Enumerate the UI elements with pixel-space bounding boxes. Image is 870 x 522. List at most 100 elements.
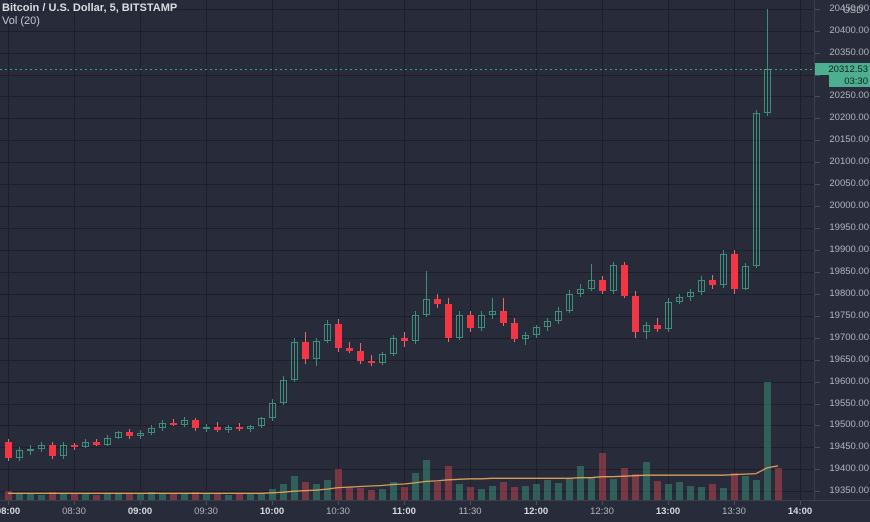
candle-body — [301, 342, 309, 359]
price-axis-unit: USD — [842, 5, 863, 16]
candle-body — [455, 314, 463, 338]
volume-bar — [477, 488, 485, 500]
volume-bar — [576, 465, 584, 500]
candle-wick — [239, 422, 240, 431]
volume-bar — [224, 494, 232, 500]
candle-body — [103, 437, 111, 445]
candle-wick — [393, 335, 394, 357]
volume-bar — [532, 484, 540, 500]
candle-wick — [415, 311, 416, 344]
volume-bar — [389, 482, 397, 500]
volume-bar — [730, 473, 738, 500]
candle-wick — [536, 324, 537, 338]
price-tick-label: 19800.00 — [829, 287, 869, 299]
candle-wick — [349, 342, 350, 354]
volume-indicator-label: Vol (20) — [2, 15, 40, 27]
price-tick-label: 20150.00 — [829, 134, 869, 146]
candle-body — [664, 301, 672, 329]
volume-bar — [312, 484, 320, 500]
volume-bar — [631, 474, 639, 500]
gridline — [0, 315, 814, 317]
candle-wick — [767, 8, 768, 116]
volume-bar — [70, 494, 78, 500]
gridline — [140, 0, 141, 500]
time-tick-label: 08:00 — [0, 506, 21, 517]
gridline — [0, 293, 814, 295]
time-tick-label: 12:30 — [590, 506, 614, 517]
volume-bar — [763, 382, 771, 500]
gridline — [0, 381, 814, 383]
time-axis[interactable]: 08:00 08:30 09:00 09:30 10:00 10:30 11:00 11:30… — [0, 500, 870, 522]
candle-body — [686, 292, 694, 298]
gridline — [0, 425, 814, 427]
candle-wick — [525, 332, 526, 345]
volume-bar — [510, 486, 518, 500]
time-tick-label: 13:00 — [655, 506, 681, 517]
volume-bar — [422, 459, 430, 500]
candle-body — [37, 445, 45, 449]
price-tick-label: 20250.00 — [829, 90, 869, 102]
price-axis[interactable]: USD 20450.0020400.0020350.0020300.002025… — [814, 0, 870, 500]
volume-bar — [323, 480, 331, 500]
volume-bar — [290, 476, 298, 500]
price-tick — [815, 447, 820, 449]
candle-body — [147, 427, 155, 433]
price-tick-label: 20350.00 — [829, 46, 869, 58]
candle-body — [48, 445, 56, 457]
candle-wick — [745, 263, 746, 291]
volume-bar — [92, 494, 100, 500]
time-tick-label: 08:30 — [62, 506, 86, 517]
gridline — [0, 469, 814, 471]
candle-body — [433, 299, 441, 305]
candle-body — [246, 426, 254, 429]
volume-bar — [664, 484, 672, 500]
candle-body — [59, 445, 67, 457]
price-tick — [815, 228, 820, 230]
volume-bar — [455, 484, 463, 500]
candle-body — [191, 420, 199, 429]
candle-body — [598, 279, 606, 292]
volume-bar — [708, 484, 716, 500]
candle-body — [158, 422, 166, 428]
volume-bar — [719, 487, 727, 500]
candle-body — [224, 426, 232, 430]
volume-bar — [202, 493, 210, 500]
volume-bar — [191, 491, 199, 500]
price-tick — [815, 184, 820, 186]
candle-body — [367, 360, 375, 363]
price-tick — [815, 96, 820, 98]
time-tick-label: 12:00 — [523, 506, 549, 517]
gridline — [0, 118, 814, 120]
candle-wick — [756, 109, 757, 269]
price-tick-label: 19350.00 — [829, 485, 869, 497]
time-tick-label: 09:00 — [127, 506, 153, 517]
chart-plot-area[interactable]: Bitcoin / U.S. Dollar, 5, BITSTAMP Vol (… — [0, 0, 814, 500]
time-tick — [74, 501, 75, 505]
candle-wick — [558, 307, 559, 324]
candle-wick — [63, 442, 64, 459]
volume-bar — [686, 485, 694, 500]
candle-wick — [580, 284, 581, 298]
gridline — [0, 359, 814, 361]
bar-countdown-tag: 03:30 — [829, 75, 870, 88]
candle-body — [290, 342, 298, 380]
candle-body — [136, 432, 144, 436]
volume-bar — [213, 494, 221, 500]
volume-bar — [433, 482, 441, 500]
volume-bar — [81, 493, 89, 500]
volume-bar — [521, 485, 529, 500]
gridline — [0, 228, 814, 230]
volume-bar — [136, 494, 144, 500]
candle-body — [730, 254, 738, 289]
price-tick-label: 19550.00 — [829, 397, 869, 409]
price-tick — [815, 206, 820, 208]
candle-wick — [646, 321, 647, 340]
time-tick-label: 14:00 — [787, 506, 813, 517]
price-tick — [815, 118, 820, 120]
price-tick — [815, 30, 820, 32]
candle-wick — [459, 311, 460, 341]
candle-body — [466, 314, 474, 329]
candle-wick — [613, 262, 614, 294]
time-tick-label: 10:30 — [326, 506, 350, 517]
time-tick — [272, 501, 273, 505]
